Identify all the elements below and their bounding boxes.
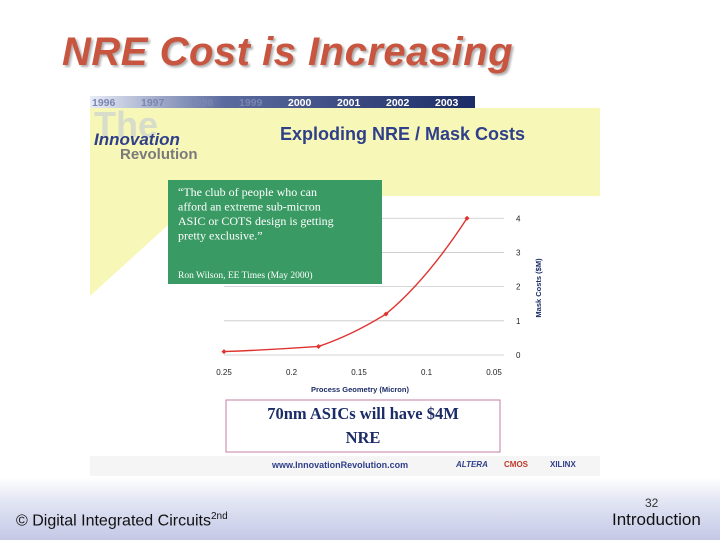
chart-heading: Exploding NRE / Mask Costs — [280, 124, 525, 144]
slide-footer: © Digital Integrated Circuits2nd 32 Intr… — [0, 478, 720, 540]
quote-box — [168, 180, 382, 284]
y-axis-label: Mask Costs ($M) — [534, 258, 543, 318]
x-tick-label: 0.15 — [351, 368, 367, 377]
footer-course-title: © Digital Integrated Circuits2nd — [16, 511, 228, 530]
x-tick-label: 0.2 — [286, 368, 298, 377]
data-point-1 — [316, 343, 321, 349]
x-tick-label: 0.25 — [216, 368, 232, 377]
year-label-2003: 2003 — [435, 97, 459, 109]
x-tick-label: 0.1 — [421, 368, 433, 377]
logo-line2: Revolution — [120, 146, 198, 163]
series-line — [223, 217, 468, 353]
partner-logo-altera: ALTERA — [455, 460, 488, 469]
year-label-2001: 2001 — [337, 97, 361, 109]
page-number: 32 — [645, 496, 659, 510]
quote-text: “The club of people who can afford an ext… — [178, 185, 334, 243]
year-labels: 1996 1997 1998 1999 2000 2001 2002 2003 — [92, 97, 459, 109]
y-tick-label: 1 — [516, 317, 521, 326]
partner-logo-xilinx: XILINX — [550, 460, 576, 469]
year-label-1999: 1999 — [239, 97, 263, 109]
year-label-2002: 2002 — [386, 97, 410, 109]
year-label-1998: 1998 — [190, 97, 214, 109]
quote-line: “The club of people who can — [178, 185, 317, 199]
data-point-0 — [221, 349, 227, 355]
nre-callout-box — [225, 399, 501, 453]
slide-title: NRE Cost is Increasing — [62, 30, 514, 74]
logo-watermark: The — [94, 104, 158, 145]
quote-line: pretty exclusive.” — [178, 229, 263, 243]
year-bar — [90, 96, 475, 108]
x-tick-label: 0.05 — [486, 368, 502, 377]
quote-line: ASIC or COTS design is getting — [178, 214, 334, 228]
callout-line1: 70nm ASICs will have $4M — [267, 404, 459, 423]
bottom-strip — [90, 456, 600, 476]
partner-logo-cmos: CMOS — [504, 460, 529, 469]
x-axis-label: Process Geometry (Micron) — [311, 385, 409, 394]
logo-line1: Innovation — [94, 130, 180, 149]
footer-superscript: 2nd — [210, 511, 228, 522]
year-label-2000: 2000 — [288, 97, 312, 109]
year-label-1997: 1997 — [141, 97, 165, 109]
y-tick-label: 0 — [516, 351, 521, 360]
y-tick-label: 2 — [516, 283, 521, 292]
quote-line: afford an extreme sub-micron — [178, 200, 321, 214]
data-point-3 — [464, 215, 470, 221]
website-text: www.InnovationRevolution.com — [271, 460, 408, 470]
callout-line2: NRE — [346, 428, 381, 447]
footer-section-label: Introduction — [612, 510, 701, 529]
quote-source: Ron Wilson, EE Times (May 2000) — [178, 270, 313, 281]
data-point-2 — [383, 311, 389, 317]
embedded-slide-image: 1996 1997 1998 1999 2000 2001 2002 2003 The Inn… — [90, 96, 600, 476]
year-label-1996: 1996 — [92, 97, 116, 109]
y-tick-label: 4 — [516, 214, 521, 223]
y-tick-label: 3 — [516, 248, 521, 257]
